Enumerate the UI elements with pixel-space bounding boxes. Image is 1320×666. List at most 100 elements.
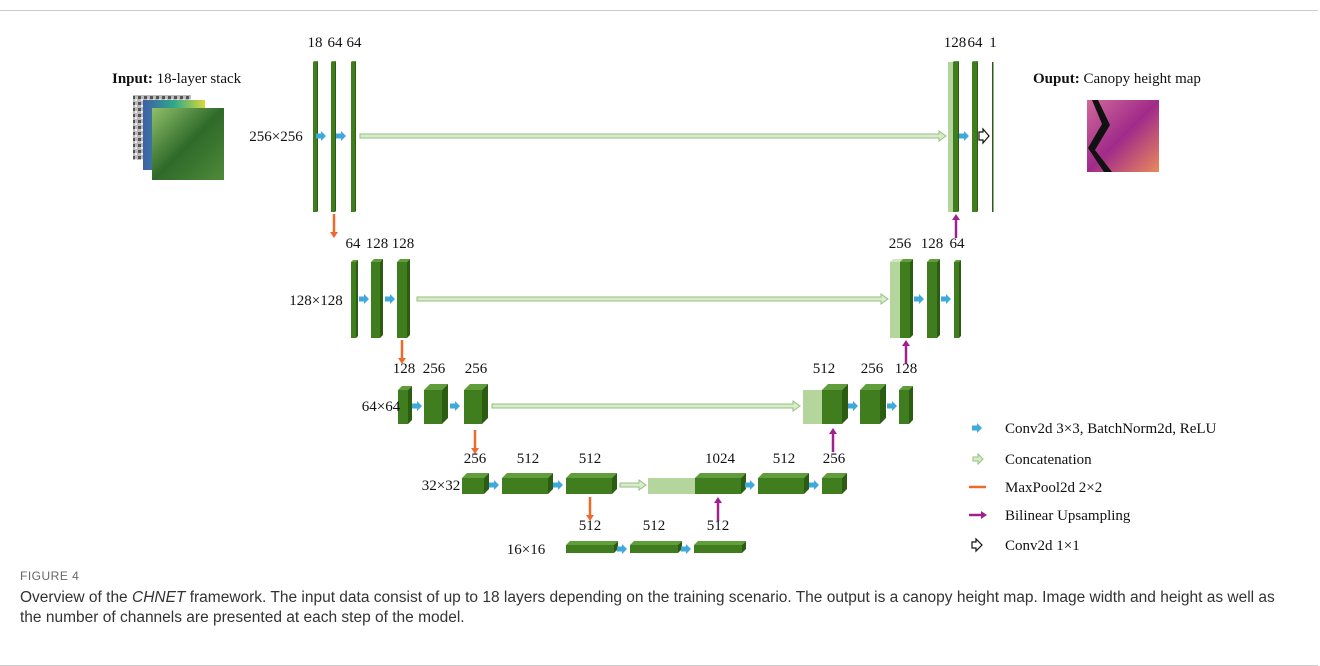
block <box>351 262 356 338</box>
block <box>695 478 741 494</box>
block-top <box>758 473 809 478</box>
channel-label: 64 <box>347 35 363 51</box>
channel-label: 128 <box>895 361 918 377</box>
size-label: 16×16 <box>507 542 546 558</box>
legend-upsample-head <box>981 511 987 519</box>
channel-label: 128 <box>393 361 416 377</box>
block-side <box>958 61 959 212</box>
output-text: Canopy height map <box>1083 71 1200 87</box>
channel-label: 256 <box>823 451 846 467</box>
conv-arrow <box>336 131 346 141</box>
block <box>803 390 823 424</box>
input-text: 18-layer stack <box>157 71 242 87</box>
legend-label: MaxPool2d 2×2 <box>1005 480 1102 496</box>
channel-label: 512 <box>517 451 540 467</box>
block <box>899 390 909 424</box>
block-top <box>972 61 978 62</box>
block <box>566 478 612 494</box>
legend-label: Bilinear Upsampling <box>1005 508 1131 524</box>
block <box>860 390 880 424</box>
conv-arrow <box>617 544 627 554</box>
channel-label: 512 <box>707 518 730 534</box>
channel-label: 256 <box>465 361 488 377</box>
conv-arrow <box>914 294 924 304</box>
conv-arrow <box>412 401 422 411</box>
input-label: Input: <box>112 71 153 87</box>
block <box>948 62 953 212</box>
block-side <box>482 384 488 424</box>
conv-arrow <box>359 294 369 304</box>
legend-label: Concatenation <box>1005 452 1092 468</box>
output-layer <box>992 62 994 212</box>
block-top <box>502 473 553 478</box>
conv-arrow <box>385 294 395 304</box>
block-side <box>356 260 358 338</box>
block-top <box>566 541 618 545</box>
concat-arrow <box>417 294 888 304</box>
block <box>424 390 442 424</box>
block-side <box>842 384 848 424</box>
channel-label: 256 <box>464 451 487 467</box>
block <box>900 262 910 338</box>
conv-arrow <box>745 480 755 490</box>
channel-label: 64 <box>968 35 984 51</box>
block-side <box>880 384 886 424</box>
block <box>464 390 482 424</box>
channel-label: 128 <box>392 236 415 252</box>
channel-label: 64 <box>328 35 344 51</box>
block <box>648 478 696 494</box>
block <box>954 262 959 338</box>
caption-label: FIGURE 4 <box>20 566 1295 586</box>
block-top <box>695 473 746 478</box>
channel-label: 128 <box>921 236 944 252</box>
legend-concat <box>973 454 983 464</box>
conv-arrow <box>848 401 858 411</box>
concat-arrow <box>360 131 946 141</box>
channel-label: 128 <box>944 35 967 51</box>
block-side <box>959 260 961 338</box>
block <box>351 62 355 212</box>
block-side <box>335 61 336 212</box>
conv-arrow <box>489 480 499 490</box>
channel-label: 512 <box>579 518 602 534</box>
block <box>371 262 380 338</box>
page: Input: 18-layer stack Ouput: Canopy heig… <box>0 0 1320 666</box>
channel-label: 128 <box>366 236 389 252</box>
input-image <box>133 95 224 180</box>
channel-label: 512 <box>643 518 666 534</box>
block-top <box>953 61 959 62</box>
block <box>630 545 678 553</box>
channel-label: 256 <box>889 236 912 252</box>
block <box>758 478 804 494</box>
size-label: 256×256 <box>249 129 303 145</box>
caption-text: framework. The input data consist of up … <box>20 589 1275 626</box>
caption-text: Overview of the <box>20 589 132 606</box>
block-side <box>380 259 383 338</box>
block <box>331 62 335 212</box>
channel-label: 256 <box>423 361 446 377</box>
concat-arrow <box>620 480 646 490</box>
channel-label: 1024 <box>705 451 736 467</box>
maxpool-head <box>330 232 338 238</box>
size-label: 128×128 <box>289 293 342 309</box>
block-top <box>566 473 617 478</box>
block <box>397 262 407 338</box>
channel-label: 512 <box>579 451 602 467</box>
block-top <box>630 541 682 545</box>
diagram: Input: 18-layer stack Ouput: Canopy heig… <box>0 0 1320 560</box>
block-side <box>355 61 356 212</box>
caption: FIGURE 4 Overview of the CHNET framework.… <box>20 566 1295 628</box>
channel-label: 64 <box>950 236 966 252</box>
caption-emphasis: CHNET <box>132 589 185 606</box>
block <box>502 478 548 494</box>
conv-arrow <box>809 480 819 490</box>
block-side <box>909 386 913 424</box>
upsample-head <box>714 497 722 503</box>
block <box>566 545 614 553</box>
block-side <box>977 61 978 212</box>
conv-arrow <box>681 544 691 554</box>
block <box>890 262 900 338</box>
block-side <box>937 259 940 338</box>
block <box>822 390 842 424</box>
